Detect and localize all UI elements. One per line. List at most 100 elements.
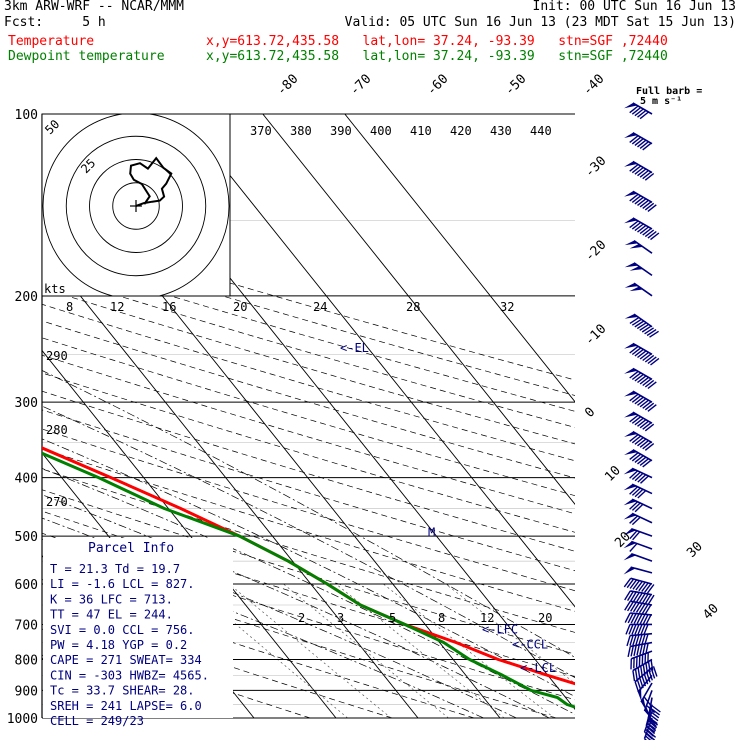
wind-barb-flag (639, 376, 649, 385)
wind-barb-flag (634, 223, 644, 232)
isotherm-line (344, 114, 575, 403)
wind-barb-flag (631, 453, 642, 462)
wind-barb-pennant (624, 103, 638, 109)
temperature-legend-label: Temperature (8, 34, 95, 49)
wind-barb-flag (629, 135, 639, 143)
pressure-tick-label: 300 (15, 396, 38, 411)
wind-barb-flag (630, 645, 634, 657)
wind-barb-flag (644, 354, 655, 363)
parcel-info-row: Tc = 33.7 SHEAR= 28. (50, 684, 195, 698)
parcel-info-row: SREH = 241 LAPSE= 6.0 (50, 699, 202, 713)
isotherm-label: 40 (700, 601, 722, 623)
parcel-info-box: Parcel Info T = 21.3 Td = 19.7LI = -1.6 L… (43, 538, 233, 728)
wind-barb-flag (629, 543, 638, 552)
valid-time: Valid: 05 UTC Sun 16 Jun 13 (23 MDT Sat … (344, 15, 736, 30)
dry-adiabat-line (42, 226, 575, 381)
wind-barb-flag (639, 199, 649, 208)
wind-barb-flag (632, 531, 641, 541)
wind-barb-flag (647, 356, 657, 365)
wind-barb-flag (631, 516, 641, 526)
wind-barb-flag (638, 593, 646, 603)
wind-barb-flag (644, 594, 652, 605)
wind-barb-flag (634, 455, 644, 463)
wind-barb-flag (629, 193, 639, 202)
wind-barb-flag (635, 602, 643, 613)
dry-adiabat-line (42, 271, 575, 428)
isotherm-label: -10 (582, 322, 609, 349)
wind-barb-flag (631, 416, 642, 424)
hodograph-ring (65, 135, 207, 277)
wind-barb-pennant (624, 262, 639, 268)
wind-barb (645, 704, 661, 733)
dewpoint-location-info: x,y=613.72,435.58 lat,lon= 37.24, -93.39… (206, 49, 668, 64)
theta-label: 420 (450, 124, 472, 138)
wind-barb (623, 566, 653, 575)
pressure-tick-label: 200 (15, 290, 38, 305)
theta-label: 440 (530, 124, 552, 138)
wind-barb-flag (646, 329, 657, 337)
wind-barb-flag (633, 613, 640, 624)
theta-label: 380 (290, 124, 312, 138)
wind-barb-flag (638, 581, 646, 592)
wind-barb (623, 467, 653, 484)
wind-barb-flag (643, 673, 649, 685)
wind-barb-staff (631, 467, 653, 479)
wind-barb-flag (647, 719, 657, 728)
wind-barb-flag (634, 472, 644, 482)
theta-label: 370 (250, 124, 272, 138)
wind-barb-flag (647, 594, 655, 605)
pressure-tick-label: 600 (15, 578, 38, 593)
wind-barb-flag (646, 584, 655, 594)
wind-barb-flag (631, 372, 642, 381)
theta-side-label: 270 (46, 495, 68, 509)
wind-barb-flag (650, 707, 661, 716)
wind-barb-flag (651, 704, 661, 713)
wind-barb-staff (631, 650, 653, 660)
wind-barb-pennant (644, 706, 652, 719)
wind-barb-pennant (624, 314, 639, 319)
wind-barb-flag (642, 422, 652, 430)
wind-barb-pennant (624, 431, 638, 437)
wind-barb-pennant (624, 132, 638, 138)
wind-barb (624, 239, 653, 254)
wind-barb-flag (642, 227, 652, 236)
moist-adiabat-line (42, 370, 575, 658)
wind-barb-flag (629, 579, 638, 589)
wind-barb-flag (642, 171, 652, 180)
theta-label: 430 (490, 124, 512, 138)
wind-barb-flag (639, 169, 649, 178)
wind-speed-label: 16 (162, 300, 176, 314)
parcel-info-row: TT = 47 EL = 244. (50, 608, 173, 622)
wind-barb-flag (642, 378, 652, 387)
parcel-info-row: CIN = -303 HWBZ= 4565. (50, 668, 209, 682)
wind-barb-flag (629, 105, 639, 114)
pressure-tick-label: 400 (15, 472, 38, 487)
wind-speed-label: 24 (313, 300, 327, 314)
dewpoint-legend-label: Dewpoint temperature (8, 49, 165, 64)
isotherm-line (180, 114, 575, 608)
wind-barb-flag (637, 419, 647, 427)
wind-barb-flag (631, 624, 637, 635)
wind-barb-flag (626, 635, 631, 647)
wind-barb-pennant (623, 553, 636, 561)
wind-barb-flag (640, 475, 649, 484)
wind-barb (626, 632, 653, 647)
model-title: 3km ARW-WRF -- NCAR/MMM (4, 0, 185, 14)
isotherm-label: -60 (424, 72, 451, 99)
wind-barb (624, 313, 659, 338)
wind-barb-flag (634, 503, 644, 513)
wind-barb-flag (642, 201, 652, 209)
wind-barb-flag (644, 172, 655, 181)
theta-label: 410 (410, 124, 432, 138)
parcel-info-row: CELL = 249/23 (50, 714, 144, 728)
mixing-ratio-label: 2 (298, 611, 305, 625)
wind-barb-staff (631, 552, 653, 562)
isotherm-label: -80 (274, 72, 301, 99)
wind-barb-pennant (623, 468, 637, 475)
dry-adiabat-line (42, 337, 575, 497)
wind-barb-flag (644, 327, 654, 335)
parcel-info-row: LI = -1.6 LCL = 827. (50, 577, 195, 591)
wind-barb-pennant (624, 449, 638, 455)
pressure-tick-label: 500 (15, 530, 38, 545)
mixing-ratio-line (283, 583, 449, 718)
